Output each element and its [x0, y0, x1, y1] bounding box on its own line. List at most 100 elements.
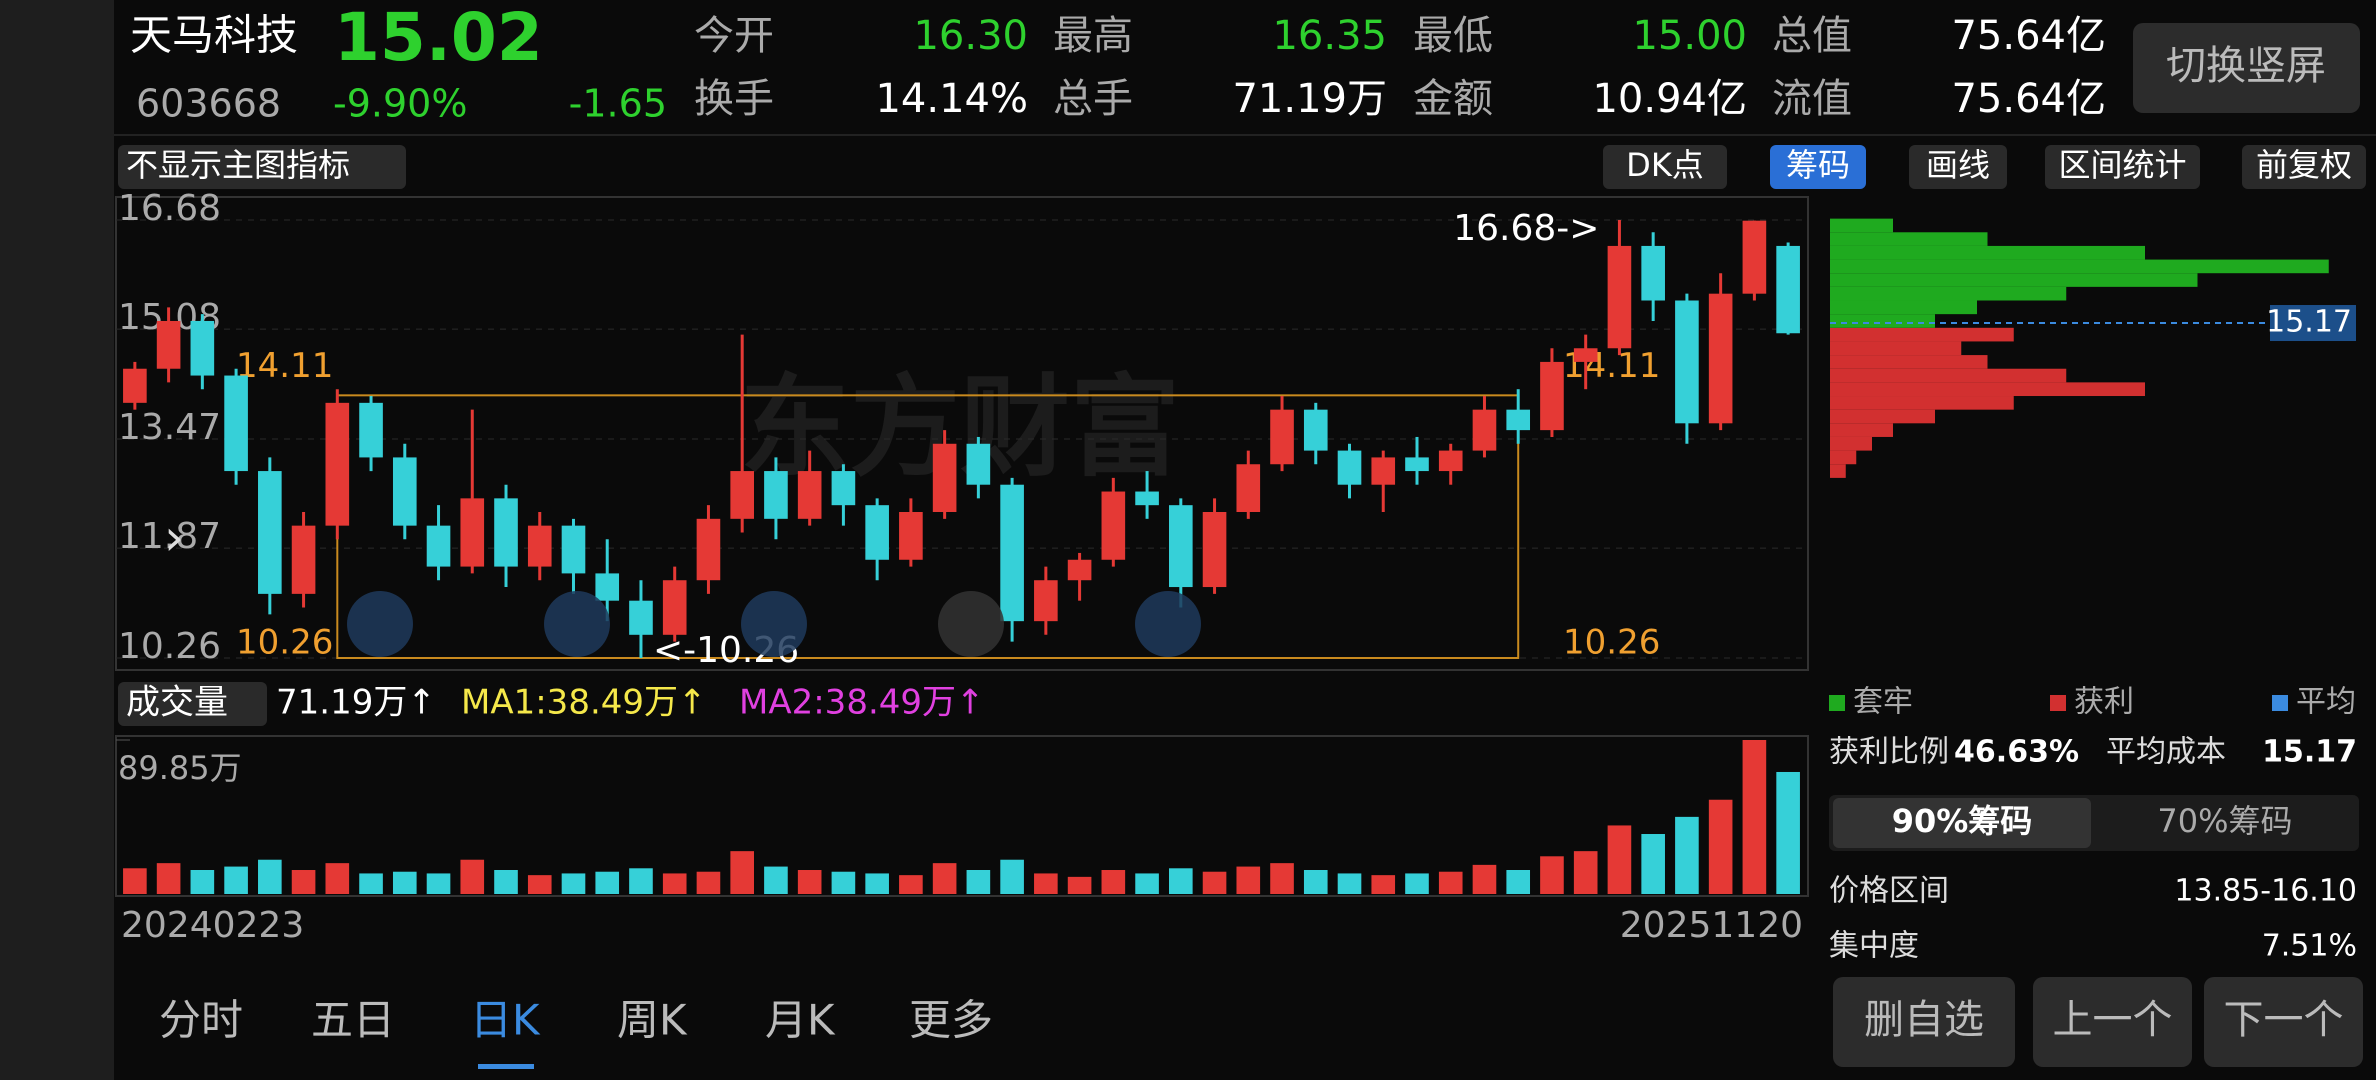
- candle-body: [797, 471, 822, 519]
- candle-body: [1573, 348, 1598, 362]
- volume-bar: [1540, 856, 1564, 894]
- toolbar-label: 不显示主图指标: [126, 146, 350, 184]
- volume-bar: [1675, 816, 1699, 894]
- candle-body: [1506, 409, 1531, 431]
- volume-bar: [1236, 866, 1261, 894]
- tab[interactable]: 月K: [765, 996, 836, 1045]
- box-low-label: 10.26: [236, 623, 333, 663]
- action-label: 下一个: [2224, 997, 2344, 1043]
- volume-bar: [1641, 834, 1665, 894]
- volume-bar: [629, 868, 653, 894]
- y-tick-label: 13.47: [118, 407, 221, 448]
- tab[interactable]: 周K: [617, 996, 688, 1045]
- tab[interactable]: 更多: [909, 996, 993, 1045]
- candle-body: [595, 573, 620, 601]
- stat-label: 今开: [694, 13, 774, 59]
- action-button[interactable]: [1833, 977, 2015, 1067]
- candle-body: [1034, 580, 1058, 622]
- candle-body: [1371, 457, 1396, 485]
- candle-body: [662, 580, 687, 635]
- tool-icon[interactable]: [1135, 591, 1201, 657]
- volume-bar: [1472, 864, 1497, 894]
- candle-body: [291, 525, 316, 594]
- stat-value: 15.00: [1632, 13, 1747, 59]
- price: 15.02: [334, 0, 543, 76]
- chip-bar: [1830, 314, 1935, 328]
- candle-body: [1675, 300, 1699, 424]
- candle-body: [865, 505, 889, 560]
- toolbar-button[interactable]: [2045, 145, 2200, 189]
- toolbar-label: 前复权: [2256, 146, 2352, 184]
- toolbar-label: 筹码: [1786, 146, 1850, 184]
- tab-active[interactable]: [1833, 798, 2091, 848]
- end-date: 20251120: [1620, 905, 1803, 946]
- expand-arrow[interactable]: ›: [164, 509, 184, 567]
- volume-bar: [932, 863, 957, 894]
- stat-label: 流值: [1772, 76, 1852, 122]
- toolbar-button[interactable]: [1909, 145, 2007, 189]
- volume-bar: [156, 863, 181, 894]
- toolbar-button[interactable]: [2242, 145, 2366, 189]
- volume-bar: [831, 871, 856, 894]
- candle-body: [1067, 559, 1092, 581]
- candle-body: [1303, 409, 1328, 451]
- candle-body: [156, 320, 181, 369]
- toolbar-label: 画线: [1926, 146, 1990, 184]
- concentration-label: 集中度: [1829, 929, 1919, 964]
- volume-bar: [662, 873, 687, 894]
- toolbar-label: 区间统计: [2058, 146, 2186, 184]
- volume-bar: [1742, 740, 1767, 894]
- tab[interactable]: 分时: [159, 996, 243, 1045]
- candle-body: [899, 512, 923, 560]
- candle-body: [426, 525, 451, 567]
- tool-icon[interactable]: [544, 591, 610, 657]
- legend-label: 平均: [2296, 685, 2356, 720]
- watermark: 东方财富: [740, 363, 1180, 491]
- tool-icon[interactable]: [347, 591, 413, 657]
- chip-bar: [1830, 218, 1893, 233]
- candle-body: [1000, 484, 1024, 622]
- volume-bar: [1034, 873, 1058, 894]
- volume-bar: [527, 875, 552, 894]
- volume-bar: [797, 870, 822, 894]
- stat-value: 10.94亿: [1592, 76, 1747, 122]
- action-label: 删自选: [1864, 997, 1984, 1043]
- candle-body: [527, 525, 552, 567]
- chip-bar: [1830, 368, 2067, 383]
- stat-value: 71.19万: [1232, 76, 1387, 122]
- volume-select[interactable]: [118, 682, 267, 726]
- volume-bar: [258, 859, 282, 894]
- volume-bar: [494, 870, 518, 894]
- volume-bar: [1405, 873, 1429, 894]
- toolbar-button[interactable]: [1770, 145, 1866, 189]
- volume-bar: [1776, 771, 1800, 894]
- tool-icon[interactable]: [741, 591, 807, 657]
- tool-icon[interactable]: [938, 591, 1004, 657]
- chip-bar: [1830, 396, 2014, 410]
- toolbar-button[interactable]: [1603, 145, 1727, 189]
- volume-frame: [115, 735, 1809, 897]
- volume-bar: [1708, 799, 1733, 894]
- legend-swatch: [2050, 695, 2066, 711]
- action-button[interactable]: [2204, 977, 2363, 1067]
- candle-body: [359, 402, 383, 458]
- volume-bar: [595, 871, 620, 894]
- box-high-label: 14.11: [236, 346, 333, 386]
- volume-bar: [123, 868, 147, 894]
- tab: 90%筹码: [1892, 802, 2033, 840]
- action-button[interactable]: [2033, 977, 2192, 1067]
- candle-body: [224, 375, 248, 472]
- volume-bar: [190, 870, 215, 894]
- toolbar: 不显示主图指标 DK点 筹码 画线 区间统计 前复权: [118, 145, 2366, 189]
- switch-button[interactable]: [2133, 23, 2360, 113]
- toolbar-button[interactable]: [118, 145, 406, 189]
- volume-bar: [460, 859, 485, 894]
- left-strip: [0, 0, 114, 1080]
- candle-body: [1708, 293, 1733, 424]
- tab[interactable]: 日K: [470, 996, 541, 1045]
- tab[interactable]: 五日: [311, 996, 395, 1045]
- action-label: 上一个: [2053, 997, 2173, 1043]
- candle-body: [561, 525, 586, 574]
- candle-body: [494, 498, 518, 567]
